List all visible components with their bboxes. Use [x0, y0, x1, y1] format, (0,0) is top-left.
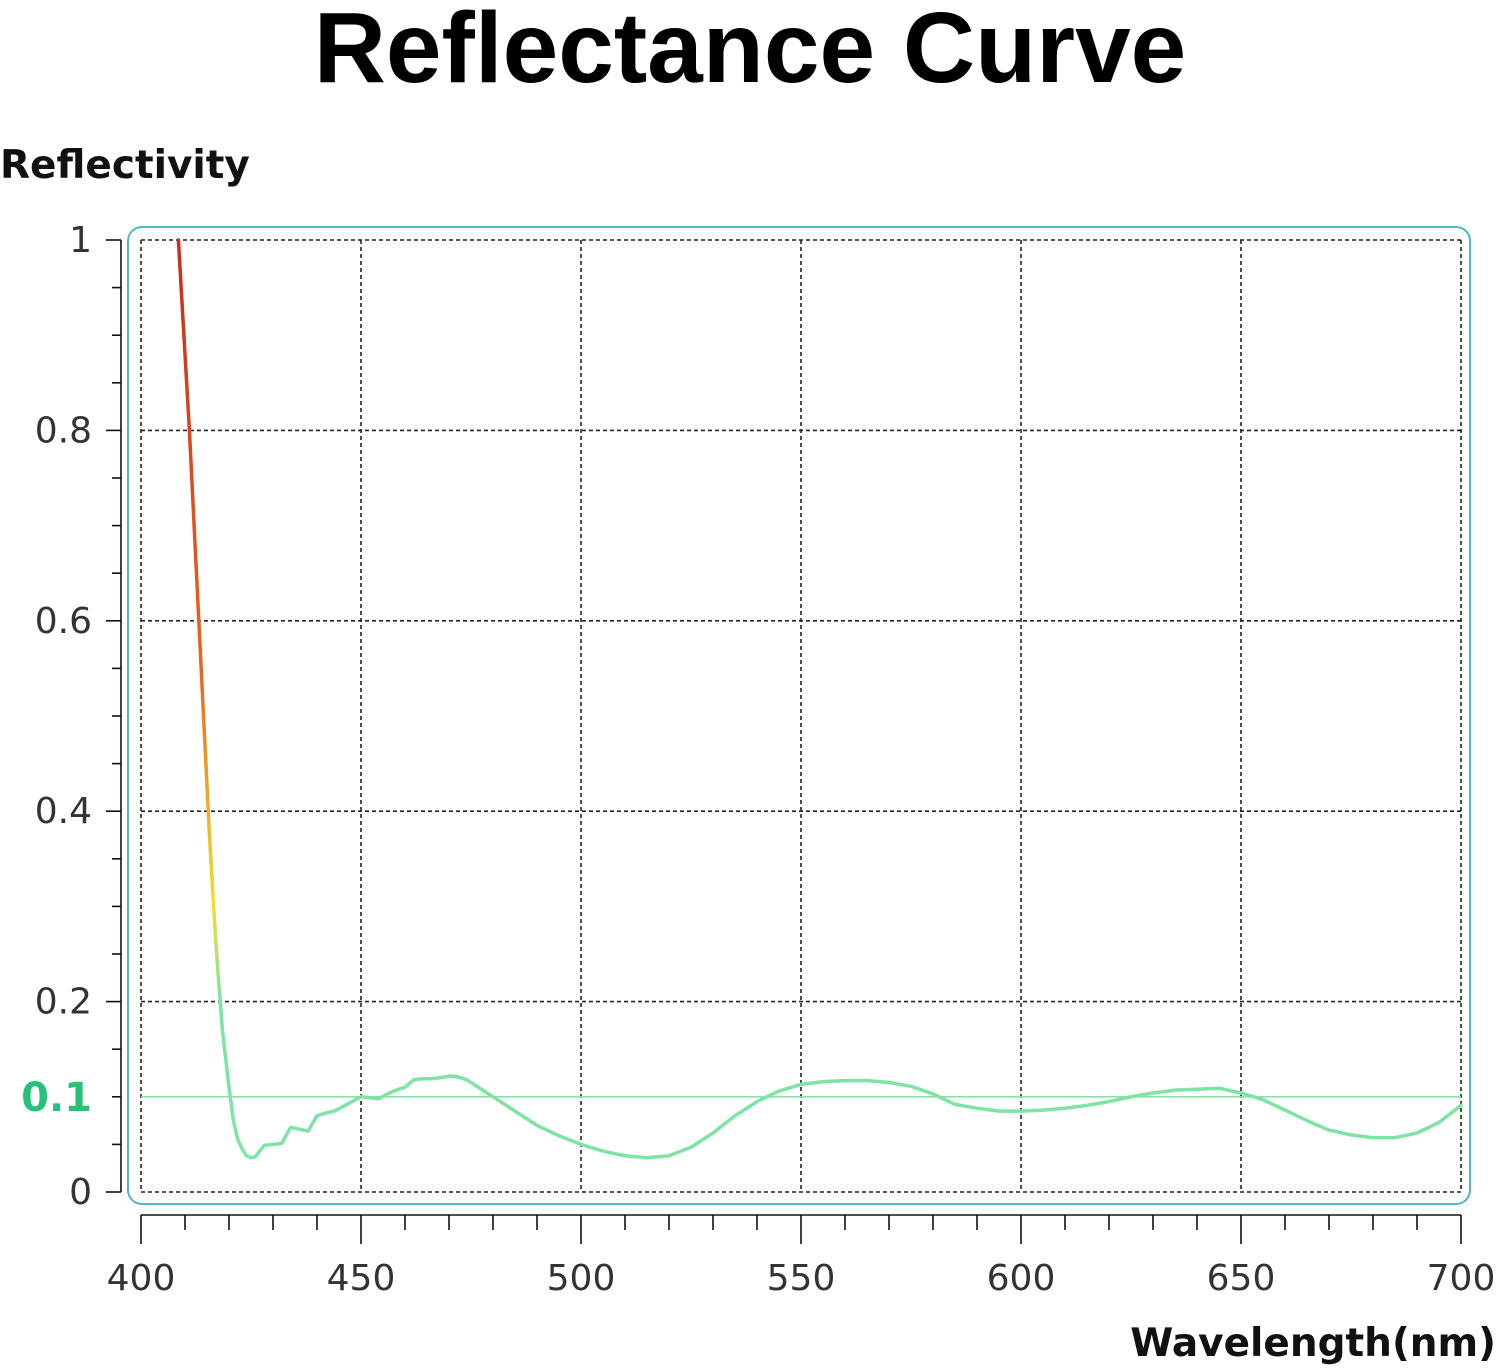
y-axis-label: Reflectivity — [0, 143, 250, 188]
reference-line-label: 0.1 — [21, 1075, 92, 1121]
y-tick-label-2: 0.4 — [35, 791, 92, 832]
x-tick-label-4: 600 — [987, 1258, 1056, 1299]
tick-labels: 0 0.2 0.4 0.6 0.8 1 400 450 500 550 600 650 700 — [35, 220, 1496, 1299]
reflectance-curve — [176, 238, 1463, 1160]
y-tick-label-3: 0.6 — [35, 601, 92, 642]
x-axis-label: Wavelength(nm) — [1130, 1321, 1496, 1366]
plot-frame — [127, 226, 1471, 1205]
x-tick-label-6: 700 — [1427, 1258, 1496, 1299]
y-tick-label-1: 0.2 — [35, 982, 92, 1023]
y-tick-label-5: 1 — [69, 220, 92, 261]
axes — [106, 239, 1462, 1244]
x-tick-label-0: 400 — [107, 1258, 176, 1299]
chart-title: Reflectance Curve — [314, 0, 1187, 104]
y-tick-label-0: 0 — [69, 1172, 92, 1213]
x-tick-label-2: 500 — [547, 1258, 616, 1299]
y-tick-label-4: 0.8 — [35, 410, 92, 451]
x-tick-label-3: 550 — [767, 1258, 836, 1299]
x-tick-label-5: 650 — [1207, 1258, 1276, 1299]
grid — [140, 239, 1462, 1193]
x-tick-label-1: 450 — [327, 1258, 396, 1299]
